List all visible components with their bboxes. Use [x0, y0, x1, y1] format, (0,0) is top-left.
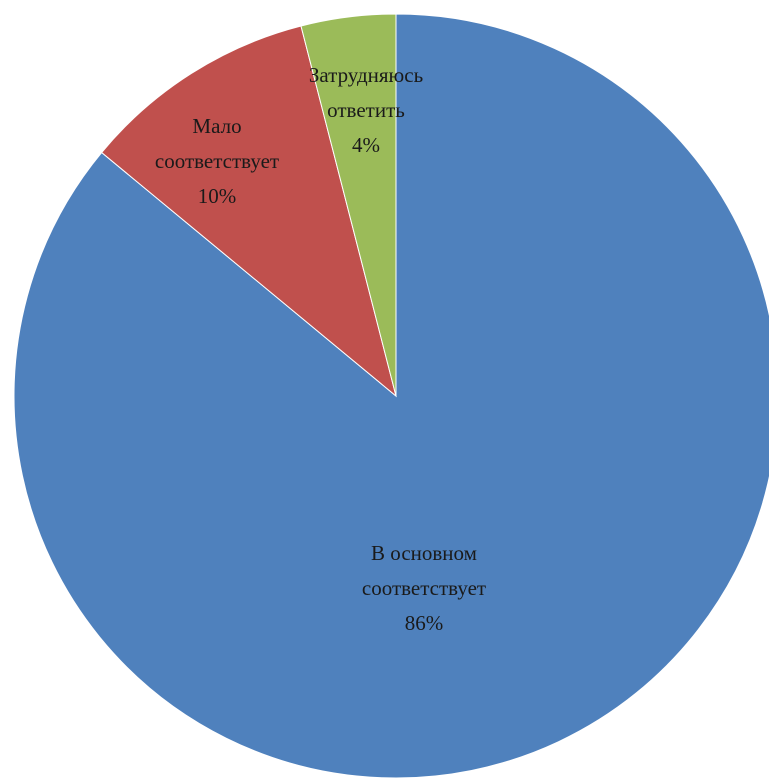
slice-label-few-percent: 10% [198, 184, 237, 208]
pie-slices [13, 13, 769, 778]
slice-label-few-line1: Мало [192, 114, 241, 138]
slice-label-main: В основном соответствует 86% [362, 541, 486, 635]
slice-label-few-line2: соответствует [155, 149, 279, 173]
slice-label-main-percent: 86% [405, 611, 444, 635]
slice-unsure [300, 13, 397, 397]
slice-label-few: Мало соответствует 10% [155, 114, 279, 208]
slice-main [13, 13, 769, 778]
slice-label-unsure-line2: ответить [327, 98, 405, 122]
slice-label-unsure-percent: 4% [352, 133, 380, 157]
slice-label-main-line1: В основном [371, 541, 477, 565]
slice-label-unsure: Затрудняюсь ответить 4% [309, 63, 423, 157]
slice-label-main-line2: соответствует [362, 576, 486, 600]
slice-few [100, 25, 397, 398]
slice-label-unsure-line1: Затрудняюсь [309, 63, 423, 87]
